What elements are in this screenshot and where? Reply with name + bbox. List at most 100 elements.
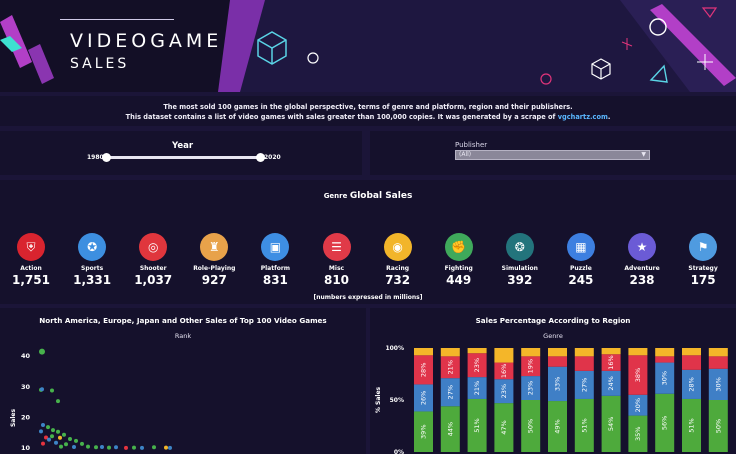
scatter-point-27[interactable]	[114, 445, 118, 450]
stacked-bar-8-segment-1[interactable]	[628, 394, 648, 416]
stacked-bar-0-segment-3[interactable]	[414, 348, 433, 356]
scatter-point-19[interactable]	[64, 442, 68, 447]
scatter-point-3[interactable]	[50, 388, 54, 393]
stacked-bar-6-segment-2[interactable]	[574, 356, 594, 371]
scatter-point-22[interactable]	[72, 444, 76, 449]
scatter-point-30[interactable]	[140, 445, 144, 450]
scatter-point-18[interactable]	[41, 441, 45, 446]
stacked-bar-6-segment-1[interactable]	[574, 370, 594, 399]
scatter-point-28[interactable]	[124, 445, 128, 450]
scatter-point-14[interactable]	[68, 437, 72, 442]
scatter-point-15[interactable]	[47, 437, 51, 442]
stacked-bar-7-segment-1[interactable]	[601, 370, 621, 396]
stacked-bar-10-segment-3[interactable]	[682, 348, 701, 356]
stacked-bar-6-segment-3[interactable]	[574, 348, 594, 357]
scatter-point-31[interactable]	[152, 445, 156, 450]
scatter-point-17[interactable]	[54, 440, 58, 445]
scatter-point-21[interactable]	[59, 444, 63, 449]
scatter-point-26[interactable]	[107, 445, 111, 450]
scatter-point-9[interactable]	[56, 429, 60, 434]
scatter-point-4[interactable]	[56, 399, 60, 404]
publisher-select[interactable]: (All) ▼	[455, 150, 650, 160]
stacked-bar-3-segment-3[interactable]	[494, 348, 514, 363]
stacked-bar-4-segment-3[interactable]	[521, 348, 541, 357]
genre-item-strategy[interactable]: ⚑ Strategy 175	[673, 233, 733, 287]
description-line-2: This dataset contains a list of video ga…	[0, 112, 736, 122]
stacked-bar-11-segment-2[interactable]	[708, 356, 728, 369]
genre-item-platform[interactable]: ▣ Platform 831	[245, 233, 305, 287]
year-slider-min-handle[interactable]	[102, 153, 111, 162]
stacked-bar-7-segment-2[interactable]	[601, 354, 621, 371]
stacked-bar-10-segment-1[interactable]	[682, 369, 701, 399]
stacked-bar-9-segment-3[interactable]	[655, 348, 675, 357]
stacked-bar-6-segment-0[interactable]	[574, 398, 594, 452]
genre-item-action[interactable]: ⛨ Action 1,751	[1, 233, 61, 287]
year-slider-max-handle[interactable]	[256, 153, 265, 162]
stacked-bar-5-segment-1[interactable]	[548, 366, 567, 402]
stacked-bar-1-segment-1[interactable]	[440, 378, 460, 407]
stacked-bar-9-segment-1[interactable]	[655, 362, 675, 394]
genre-item-sports[interactable]: ✪ Sports 1,331	[62, 233, 122, 287]
stacked-bar-7-segment-3[interactable]	[601, 348, 621, 355]
stacked-bar-1-segment-3[interactable]	[440, 348, 460, 357]
stacked-bar-8-segment-0[interactable]	[628, 415, 648, 452]
genre-name: Fighting	[444, 265, 473, 272]
scatter-point-10[interactable]	[62, 432, 66, 437]
stacked-bar-0-segment-2[interactable]	[414, 355, 433, 385]
genre-item-racing[interactable]: ◉ Racing 732	[368, 233, 428, 287]
genre-item-simulation[interactable]: ❂ Simulation 392	[490, 233, 550, 287]
scatter-point-33[interactable]	[168, 445, 172, 450]
stacked-bar-1-segment-0[interactable]	[440, 406, 460, 452]
scatter-point-32[interactable]	[164, 445, 168, 450]
vgchartz-link[interactable]: vgchartz.com	[557, 113, 608, 121]
stacked-bar-10-segment-0[interactable]	[682, 398, 701, 452]
stacked-bar-3-segment-2[interactable]	[494, 362, 514, 380]
stacked-bar-1-segment-2[interactable]	[440, 356, 460, 379]
scatter-point-7[interactable]	[51, 428, 55, 433]
genre-item-puzzle[interactable]: ▦ Puzzle 245	[551, 233, 611, 287]
stacked-bar-11-segment-1[interactable]	[708, 368, 728, 400]
scatter-point-13[interactable]	[58, 435, 62, 440]
scatter-point-2[interactable]	[40, 387, 44, 392]
stacked-bar-2-segment-0[interactable]	[467, 398, 487, 452]
stacked-bar-5-segment-3[interactable]	[548, 348, 567, 357]
stacked-bar-2-segment-3[interactable]	[467, 348, 487, 354]
stacked-bar-8-segment-2[interactable]	[628, 355, 648, 395]
stacked-bar-2-segment-2[interactable]	[467, 353, 487, 378]
stacked-bar-4-segment-1[interactable]	[521, 376, 541, 400]
scatter-point-11[interactable]	[44, 435, 48, 440]
stacked-bar-11-segment-0[interactable]	[708, 400, 728, 452]
scatter-point-5[interactable]	[41, 422, 45, 427]
genre-item-role-playing[interactable]: ♜ Role-Playing 927	[184, 233, 244, 287]
genre-item-fighting[interactable]: ✊ Fighting 449	[429, 233, 489, 287]
stacked-bar-5-segment-0[interactable]	[548, 401, 567, 452]
stacked-bar-4-segment-0[interactable]	[521, 400, 541, 452]
stacked-bar-2-segment-1[interactable]	[467, 377, 487, 399]
scatter-point-16[interactable]	[74, 438, 78, 443]
scatter-point-20[interactable]	[80, 441, 84, 446]
stacked-bar-5-segment-2[interactable]	[548, 356, 567, 367]
scatter-point-8[interactable]	[39, 429, 43, 434]
scatter-point-24[interactable]	[94, 445, 98, 450]
stacked-bar-0-segment-1[interactable]	[414, 384, 433, 412]
stacked-bar-3-segment-1[interactable]	[494, 379, 514, 404]
stacked-bar-11-segment-3[interactable]	[708, 348, 728, 357]
scatter-point-6[interactable]	[46, 425, 50, 430]
stacked-bar-7-segment-0[interactable]	[601, 395, 621, 452]
genre-item-misc[interactable]: ☰ Misc 810	[307, 233, 367, 287]
stacked-bar-10-segment-2[interactable]	[682, 355, 701, 370]
stacked-bar-9-segment-2[interactable]	[655, 356, 675, 363]
stacked-bar-0-segment-0[interactable]	[414, 411, 433, 452]
stacked-bar-8-segment-3[interactable]	[628, 348, 648, 356]
year-slider-track[interactable]	[106, 156, 260, 159]
stacked-bar-4-segment-2[interactable]	[521, 356, 541, 377]
stacked-bar-3-segment-0[interactable]	[494, 403, 514, 452]
scatter-point-23[interactable]	[86, 444, 90, 449]
genre-item-shooter[interactable]: ◎ Shooter 1,037	[123, 233, 183, 287]
scatter-point-25[interactable]	[100, 444, 104, 449]
scatter-point-0[interactable]	[39, 348, 45, 355]
genre-item-adventure[interactable]: ★ Adventure 238	[612, 233, 672, 287]
stacked-bar-9-segment-0[interactable]	[655, 393, 675, 452]
scatter-point-12[interactable]	[50, 434, 54, 439]
scatter-point-29[interactable]	[132, 445, 136, 450]
